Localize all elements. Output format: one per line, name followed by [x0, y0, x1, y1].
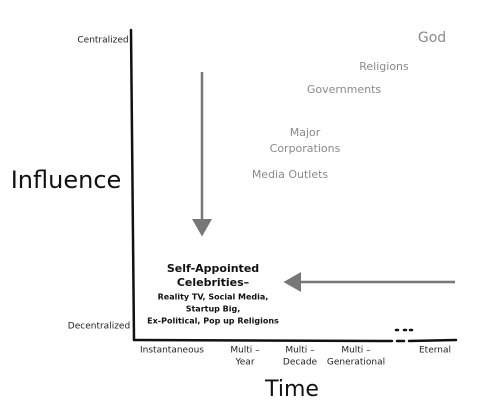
- x-tick-label: Eternal: [419, 346, 451, 356]
- highlight-title: Self-Appointed: [167, 262, 259, 275]
- y-axis-label: Influence: [11, 166, 122, 194]
- y-axis: [129, 28, 136, 342]
- x-tick-label: Instantaneous: [140, 346, 204, 356]
- x-axis-break: [395, 338, 458, 343]
- x-axis: [132, 338, 394, 343]
- x-tick-label: Multi –: [341, 346, 371, 356]
- item-label: Corporations: [270, 142, 341, 155]
- item-label: Major: [290, 126, 321, 139]
- x-tick-label: Year: [234, 358, 254, 368]
- y-top-label: Centralized: [77, 36, 128, 46]
- x-tick-label: Decade: [283, 358, 318, 368]
- x-tick-label: Multi –: [230, 346, 260, 356]
- item-label: Governments: [307, 83, 382, 96]
- x-tick-label: Generational: [327, 358, 385, 368]
- highlight-detail: Reality TV, Social Media,: [158, 293, 269, 302]
- highlight-title: Celebrities–: [177, 276, 249, 289]
- y-bottom-label: Decentralized: [68, 322, 130, 332]
- highlight-detail: Startup Big,: [186, 305, 241, 314]
- item-label: Media Outlets: [252, 168, 329, 181]
- x-tick-label: Multi –: [285, 346, 315, 356]
- item-label: Religions: [359, 60, 409, 73]
- x-axis-label: Time: [264, 377, 319, 402]
- item-label: God: [418, 30, 446, 46]
- highlight-detail: Ex-Political, Pop up Religions: [147, 317, 279, 326]
